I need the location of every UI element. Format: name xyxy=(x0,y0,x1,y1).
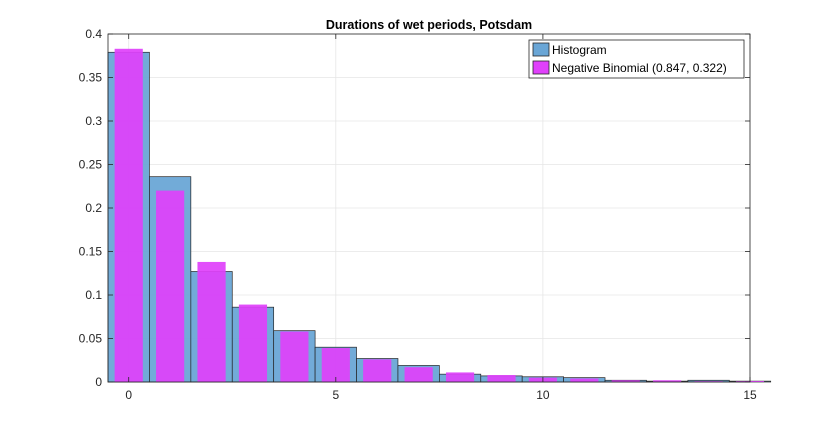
x-tick-label-1: 5 xyxy=(332,388,339,402)
negative-binomial-bar-13 xyxy=(653,380,682,382)
y-tick-label-0: 0 xyxy=(95,375,102,389)
bars-layer xyxy=(107,48,772,383)
legend-label-histogram: Histogram xyxy=(552,43,607,57)
y-tick-label-4: 0.2 xyxy=(85,201,102,215)
ticks-layer: 0 0.05 0.1 0.15 0.2 0.25 0.3 0.35 0.4 0 5 10 15 xyxy=(79,27,757,402)
y-tick-label-7: 0.35 xyxy=(79,71,103,85)
negative-binomial-bar-6 xyxy=(363,359,392,382)
chart-title: Durations of wet periods, Potsdam xyxy=(326,18,532,32)
x-tick-label-2: 10 xyxy=(536,388,550,402)
y-tick-label-1: 0.05 xyxy=(79,332,103,346)
negative-binomial-bar-4 xyxy=(280,331,309,382)
legend-label-negative-binomial: Negative Binomial (0.847, 0.322) xyxy=(552,61,727,75)
legend-swatch-histogram xyxy=(532,42,550,57)
negative-binomial-bar-11 xyxy=(570,378,599,382)
y-tick-label-2: 0.1 xyxy=(85,288,102,302)
x-tick-label-3: 15 xyxy=(743,388,757,402)
y-tick-label-5: 0.25 xyxy=(79,158,103,172)
negative-binomial-bar-3 xyxy=(238,304,268,382)
y-tick-label-3: 0.15 xyxy=(79,245,103,259)
negative-binomial-bar-12 xyxy=(611,380,640,382)
negative-binomial-bar-7 xyxy=(404,367,433,382)
negative-binomial-bar-2 xyxy=(197,261,226,382)
y-tick-label-8: 0.4 xyxy=(85,27,102,41)
legend-swatch-negative-binomial xyxy=(532,60,550,75)
y-tick-label-6: 0.3 xyxy=(85,114,102,128)
negative-binomial-bar-5 xyxy=(321,348,350,382)
negative-binomial-bar-14 xyxy=(694,381,723,382)
negative-binomial-bar-0 xyxy=(114,48,143,382)
negative-binomial-bar-9 xyxy=(487,375,516,382)
legend-box xyxy=(528,39,745,79)
x-tick-label-0: 0 xyxy=(125,388,132,402)
legend: Histogram Negative Binomial (0.847, 0.32… xyxy=(528,39,745,79)
negative-binomial-bar-1 xyxy=(156,190,185,382)
negative-binomial-bar-8 xyxy=(445,372,475,382)
